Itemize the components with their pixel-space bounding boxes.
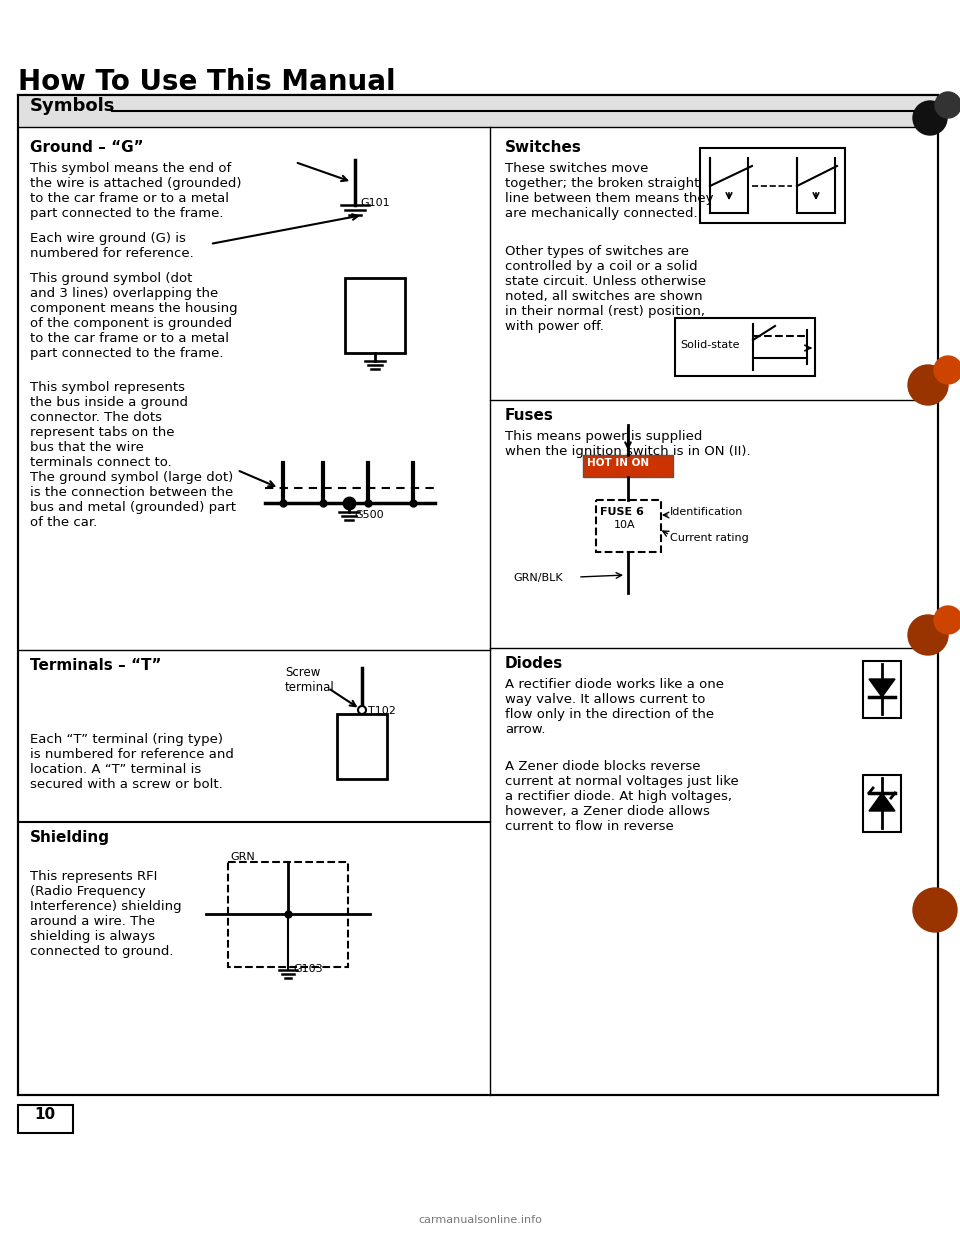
Text: G103: G103: [293, 964, 323, 974]
Text: Identification: Identification: [670, 507, 743, 517]
Bar: [675, 318, 815, 376]
Polygon shape: [869, 679, 895, 697]
Text: Each wire ground (G) is
numbered for reference.: Each wire ground (G) is numbered for ref…: [30, 232, 194, 260]
Bar: [863, 775, 901, 832]
Bar: [337, 714, 387, 779]
Circle shape: [913, 101, 947, 135]
Text: Solid-state: Solid-state: [680, 340, 739, 350]
Bar: [863, 661, 901, 718]
Text: GRN/BLK: GRN/BLK: [513, 573, 563, 582]
Text: Symbols: Symbols: [30, 97, 115, 116]
Bar: [228, 862, 348, 968]
Circle shape: [934, 356, 960, 384]
Circle shape: [935, 92, 960, 118]
Text: This ground symbol (dot
and 3 lines) overlapping the
component means the housing: This ground symbol (dot and 3 lines) ove…: [30, 272, 238, 360]
Bar: [596, 501, 661, 551]
Circle shape: [358, 705, 366, 714]
Text: 10: 10: [35, 1107, 56, 1122]
Text: This means power is supplied
when the ignition switch is in ON (II).: This means power is supplied when the ig…: [505, 430, 751, 458]
Text: Fuses: Fuses: [505, 409, 554, 424]
Text: Switches: Switches: [505, 140, 582, 155]
Text: Terminals – “T”: Terminals – “T”: [30, 658, 161, 673]
Circle shape: [908, 365, 948, 405]
Text: carmanualsonline.info: carmanualsonline.info: [418, 1215, 542, 1225]
Text: Current rating: Current rating: [670, 533, 749, 543]
Text: Other types of switches are
controlled by a coil or a solid
state circuit. Unles: Other types of switches are controlled b…: [505, 245, 707, 333]
Text: G500: G500: [354, 510, 384, 520]
Circle shape: [913, 888, 957, 932]
Bar: [18, 94, 938, 1095]
Text: This symbol represents
the bus inside a ground
connector. The dots
represent tab: This symbol represents the bus inside a …: [30, 381, 236, 529]
Text: T102: T102: [368, 705, 396, 715]
Text: These switches move
together; the broken straight
line between them means they
a: These switches move together; the broken…: [505, 161, 713, 220]
Text: Diodes: Diodes: [505, 656, 564, 671]
Circle shape: [908, 615, 948, 655]
Circle shape: [934, 606, 960, 633]
Text: Shielding: Shielding: [30, 830, 110, 845]
Bar: [700, 148, 845, 224]
Text: This represents RFI
(Radio Frequency
Interference) shielding
around a wire. The
: This represents RFI (Radio Frequency Int…: [30, 869, 181, 958]
Text: HOT IN ON: HOT IN ON: [587, 458, 649, 468]
Text: How To Use This Manual: How To Use This Manual: [18, 68, 396, 96]
Text: G101: G101: [360, 197, 390, 207]
Bar: [18, 1105, 73, 1133]
Text: 10A: 10A: [614, 520, 636, 530]
Text: FUSE 6: FUSE 6: [600, 507, 644, 517]
Text: A rectifier diode works like a one
way valve. It allows current to
flow only in : A rectifier diode works like a one way v…: [505, 678, 724, 737]
Text: Each “T” terminal (ring type)
is numbered for reference and
location. A “T” term: Each “T” terminal (ring type) is numbere…: [30, 733, 234, 791]
Bar: [18, 94, 938, 127]
Text: This symbol means the end of
the wire is attached (grounded)
to the car frame or: This symbol means the end of the wire is…: [30, 161, 242, 220]
Bar: [345, 278, 405, 353]
Text: Ground – “G”: Ground – “G”: [30, 140, 144, 155]
Bar: [583, 455, 673, 477]
Text: Screw
terminal: Screw terminal: [285, 666, 335, 694]
Text: A Zener diode blocks reverse
current at normal voltages just like
a rectifier di: A Zener diode blocks reverse current at …: [505, 760, 739, 833]
Polygon shape: [869, 792, 895, 811]
Text: GRN: GRN: [230, 852, 254, 862]
